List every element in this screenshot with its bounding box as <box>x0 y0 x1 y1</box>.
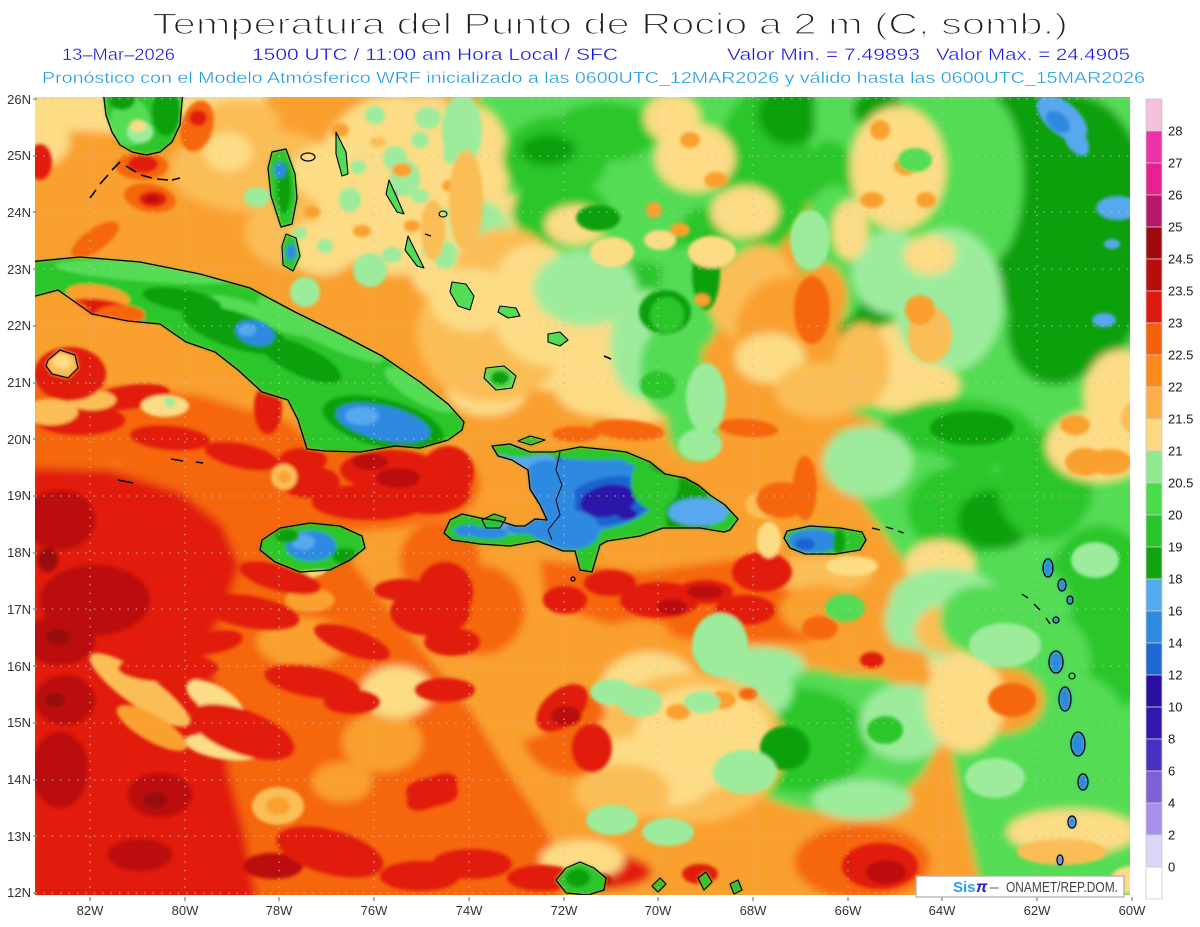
svg-text:20N: 20N <box>7 432 31 447</box>
svg-text:ONAMET/REP.DOM.: ONAMET/REP.DOM. <box>1006 880 1118 896</box>
svg-text:26: 26 <box>1168 188 1182 203</box>
svg-text:Temperatura del Punto de Rocio: Temperatura del Punto de Rocio a 2 m (C,… <box>152 8 1068 41</box>
svg-text:16: 16 <box>1168 604 1182 619</box>
svg-text:60W: 60W <box>1119 903 1146 918</box>
svg-text:17N: 17N <box>7 602 31 617</box>
svg-text:27: 27 <box>1168 156 1182 171</box>
svg-text:70W: 70W <box>645 903 672 918</box>
svg-text:26N: 26N <box>7 92 31 107</box>
svg-text:6: 6 <box>1168 764 1175 779</box>
svg-text:Pronóstico con el Modelo Atmo: Pronóstico con el Modelo Atmósferico W… <box>42 70 1145 87</box>
svg-text:23.5: 23.5 <box>1168 284 1193 299</box>
svg-text:28: 28 <box>1168 124 1182 139</box>
svg-text:68W: 68W <box>740 903 767 918</box>
svg-text:13–Mar–2026: 13–Mar–2026 <box>62 45 175 64</box>
svg-text:15N: 15N <box>7 715 31 730</box>
svg-text:20.5: 20.5 <box>1168 476 1193 491</box>
svg-text:66W: 66W <box>835 903 862 918</box>
svg-text:62W: 62W <box>1024 903 1051 918</box>
svg-text:18: 18 <box>1168 572 1182 587</box>
svg-text:Valor Min. = 7.49893: Valor Min. = 7.49893 <box>727 45 920 64</box>
svg-text:80W: 80W <box>172 903 199 918</box>
svg-text:22N: 22N <box>7 318 31 333</box>
svg-text:21N: 21N <box>7 375 31 390</box>
svg-text:24.5: 24.5 <box>1168 252 1193 267</box>
svg-text:Valor Max. = 24.4905: Valor Max. = 24.4905 <box>936 45 1130 64</box>
svg-text:23N: 23N <box>7 262 31 277</box>
svg-text:78W: 78W <box>266 903 293 918</box>
svg-text:64W: 64W <box>929 903 956 918</box>
svg-text:72W: 72W <box>551 903 578 918</box>
svg-text:20: 20 <box>1168 508 1182 523</box>
svg-text:–: – <box>990 879 999 896</box>
svg-text:82W: 82W <box>77 903 104 918</box>
svg-text:π: π <box>976 879 988 896</box>
svg-text:4: 4 <box>1168 796 1175 811</box>
svg-text:25: 25 <box>1168 220 1182 235</box>
svg-text:24N: 24N <box>7 205 31 220</box>
svg-text:25N: 25N <box>7 148 31 163</box>
svg-text:14: 14 <box>1168 636 1182 651</box>
svg-text:8: 8 <box>1168 732 1175 747</box>
svg-text:21.5: 21.5 <box>1168 412 1193 427</box>
svg-text:0: 0 <box>1168 860 1175 875</box>
svg-text:16N: 16N <box>7 659 31 674</box>
svg-text:12N: 12N <box>7 885 31 900</box>
svg-text:19N: 19N <box>7 488 31 503</box>
svg-text:76W: 76W <box>361 903 388 918</box>
svg-text:Sis: Sis <box>953 879 976 896</box>
svg-text:18N: 18N <box>7 545 31 560</box>
svg-text:13N: 13N <box>7 829 31 844</box>
svg-text:74W: 74W <box>456 903 483 918</box>
svg-text:12: 12 <box>1168 668 1182 683</box>
svg-text:2: 2 <box>1168 828 1175 843</box>
svg-text:19: 19 <box>1168 540 1182 555</box>
svg-text:22.5: 22.5 <box>1168 348 1193 363</box>
svg-text:21: 21 <box>1168 444 1182 459</box>
svg-text:14N: 14N <box>7 772 31 787</box>
svg-text:1500 UTC / 11:00 am Hora Local: 1500 UTC / 11:00 am Hora Local / SFC <box>252 45 618 64</box>
svg-text:23: 23 <box>1168 316 1182 331</box>
svg-text:10: 10 <box>1168 700 1182 715</box>
svg-text:22: 22 <box>1168 380 1182 395</box>
